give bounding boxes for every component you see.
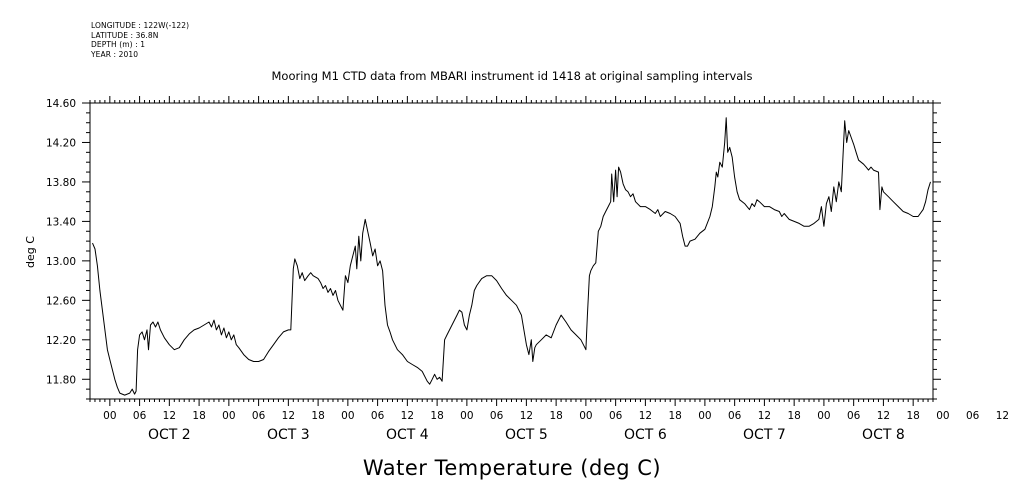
x-tick-label: 12 bbox=[520, 410, 533, 422]
x-tick-label: 06 bbox=[728, 410, 742, 422]
day-labels: OCT 2 OCT 3 OCT 4 OCT 5 OCT 6 OCT 7 OCT 8 bbox=[148, 427, 905, 443]
metadata-latitude: LATITUDE : 36.8N bbox=[91, 30, 159, 40]
x-tick-label: 00 bbox=[341, 410, 354, 422]
day-label: OCT 4 bbox=[386, 427, 429, 443]
x-tick-label: 06 bbox=[252, 410, 266, 422]
metadata-block: LONGITUDE : 122W(-122) LATITUDE : 36.8N … bbox=[91, 21, 189, 59]
x-tick-label: 00 bbox=[698, 410, 711, 422]
x-axis-title: Water Temperature (deg C) bbox=[363, 456, 661, 480]
x-tick-label: 06 bbox=[609, 410, 623, 422]
y-tick-label: 13.80 bbox=[46, 177, 76, 189]
x-tick-label: 06 bbox=[966, 410, 980, 422]
y-tick-label: 12.20 bbox=[46, 335, 76, 347]
x-tick-label: 00 bbox=[579, 410, 592, 422]
x-tick-label: 00 bbox=[103, 410, 116, 422]
x-tick-labels: 00 06 12 18 00 06 12 18 00 06 12 18 00 06 12 18 00 06 12 18… bbox=[103, 410, 1009, 422]
day-label: OCT 7 bbox=[743, 427, 786, 443]
y-tick-labels: 11.80 12.20 12.60 13.00 13.40 13.80 14.20 14.60 bbox=[46, 98, 76, 386]
y-tick-label: 13.40 bbox=[46, 216, 76, 228]
x-tick-label: 12 bbox=[877, 410, 890, 422]
day-label: OCT 8 bbox=[862, 427, 905, 443]
metadata-longitude: LONGITUDE : 122W(-122) bbox=[91, 21, 190, 30]
x-tick-label: 12 bbox=[996, 410, 1009, 422]
x-tick-label: 18 bbox=[430, 410, 443, 422]
y-tick-label: 12.60 bbox=[46, 295, 76, 307]
y-tick-label: 13.00 bbox=[46, 256, 76, 268]
x-tick-label: 00 bbox=[460, 410, 473, 422]
x-tick-label: 18 bbox=[906, 410, 919, 422]
metadata-depth: DEPTH (m) : 1 bbox=[91, 40, 146, 50]
y-tick-label: 11.80 bbox=[46, 374, 76, 386]
day-label: OCT 2 bbox=[148, 427, 191, 443]
x-tick-label: 18 bbox=[787, 410, 800, 422]
x-tick-label: 12 bbox=[401, 410, 414, 422]
x-tick-label: 12 bbox=[758, 410, 771, 422]
series-line bbox=[92, 117, 931, 396]
x-tick-label: 00 bbox=[222, 410, 235, 422]
y-tick-label: 14.60 bbox=[46, 98, 76, 110]
day-label: OCT 6 bbox=[624, 427, 667, 443]
metadata-year: YEAR : 2010 bbox=[91, 49, 139, 59]
x-tick-label: 18 bbox=[549, 410, 562, 422]
x-tick-label: 00 bbox=[817, 410, 830, 422]
x-tick-label: 18 bbox=[668, 410, 681, 422]
x-tick-label: 06 bbox=[847, 410, 861, 422]
x-tick-label: 06 bbox=[371, 410, 385, 422]
x-tick-label: 12 bbox=[639, 410, 652, 422]
y-tick-label: 14.20 bbox=[46, 137, 76, 149]
y-axis-label: deg C bbox=[24, 236, 37, 268]
plot-frame bbox=[89, 102, 934, 400]
x-tick-label: 00 bbox=[936, 410, 949, 422]
x-tick-label: 18 bbox=[192, 410, 205, 422]
day-label: OCT 5 bbox=[505, 427, 548, 443]
chart-title: Mooring M1 CTD data from MBARI instrumen… bbox=[272, 69, 753, 83]
axis-ticks bbox=[82, 96, 941, 406]
x-tick-label: 06 bbox=[490, 410, 504, 422]
day-label: OCT 3 bbox=[267, 427, 310, 443]
x-tick-label: 06 bbox=[133, 410, 147, 422]
x-tick-label: 12 bbox=[163, 410, 176, 422]
x-tick-label: 18 bbox=[311, 410, 324, 422]
x-tick-label: 12 bbox=[282, 410, 295, 422]
